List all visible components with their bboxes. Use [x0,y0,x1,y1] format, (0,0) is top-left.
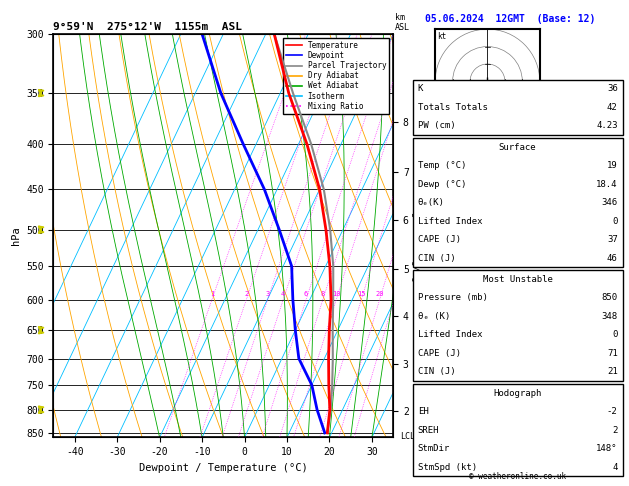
Text: Most Unstable: Most Unstable [482,275,553,284]
Text: kt: kt [437,32,447,41]
Text: 0: 0 [612,217,618,226]
Text: K: K [418,85,423,93]
Text: 8: 8 [321,292,325,297]
Text: CAPE (J): CAPE (J) [418,235,460,244]
Text: 2: 2 [244,292,248,297]
Text: 37: 37 [607,235,618,244]
Text: 4.23: 4.23 [596,122,618,130]
Y-axis label: Mixing Ratio (g/kg): Mixing Ratio (g/kg) [411,185,420,287]
Text: Lifted Index: Lifted Index [418,217,482,226]
Text: Dewp (°C): Dewp (°C) [418,180,466,189]
Text: 346: 346 [601,198,618,207]
Text: CAPE (J): CAPE (J) [418,349,460,358]
Text: θₑ(K): θₑ(K) [418,198,445,207]
Text: 1: 1 [210,292,214,297]
Text: 05.06.2024  12GMT  (Base: 12): 05.06.2024 12GMT (Base: 12) [425,14,595,24]
Text: 4: 4 [281,292,286,297]
Text: 36: 36 [607,85,618,93]
Text: Pressure (mb): Pressure (mb) [418,294,487,302]
Text: 46: 46 [607,254,618,262]
Text: SREH: SREH [418,426,439,434]
Text: LCL: LCL [400,432,415,441]
Text: 21: 21 [607,367,618,376]
Text: 348: 348 [601,312,618,321]
Text: 19: 19 [607,161,618,170]
Text: 20: 20 [376,292,384,297]
Text: © weatheronline.co.uk: © weatheronline.co.uk [469,472,566,481]
X-axis label: Dewpoint / Temperature (°C): Dewpoint / Temperature (°C) [139,463,308,473]
Text: 3: 3 [265,292,270,297]
Text: 6: 6 [304,292,308,297]
Text: 15: 15 [357,292,365,297]
Text: PW (cm): PW (cm) [418,122,455,130]
Text: 2: 2 [612,426,618,434]
Text: CIN (J): CIN (J) [418,367,455,376]
Text: EH: EH [418,407,428,416]
Text: θₑ (K): θₑ (K) [418,312,450,321]
Text: Lifted Index: Lifted Index [418,330,482,339]
Text: 0: 0 [612,330,618,339]
Text: 18.4: 18.4 [596,180,618,189]
Text: 4: 4 [612,463,618,471]
Text: StmSpd (kt): StmSpd (kt) [418,463,477,471]
Text: 42: 42 [607,103,618,112]
Text: Surface: Surface [499,143,537,152]
Text: 850: 850 [601,294,618,302]
Text: 9°59'N  275°12'W  1155m  ASL: 9°59'N 275°12'W 1155m ASL [53,22,242,32]
Text: km
ASL: km ASL [395,13,410,32]
Text: Temp (°C): Temp (°C) [418,161,466,170]
Text: Totals Totals: Totals Totals [418,103,487,112]
Text: 71: 71 [607,349,618,358]
Text: -2: -2 [607,407,618,416]
Legend: Temperature, Dewpoint, Parcel Trajectory, Dry Adiabat, Wet Adiabat, Isotherm, Mi: Temperature, Dewpoint, Parcel Trajectory… [283,38,389,114]
Text: StmDir: StmDir [418,444,450,453]
Text: CIN (J): CIN (J) [418,254,455,262]
Text: 10: 10 [332,292,340,297]
Y-axis label: hPa: hPa [11,226,21,245]
Text: 148°: 148° [596,444,618,453]
Text: Hodograph: Hodograph [494,389,542,398]
